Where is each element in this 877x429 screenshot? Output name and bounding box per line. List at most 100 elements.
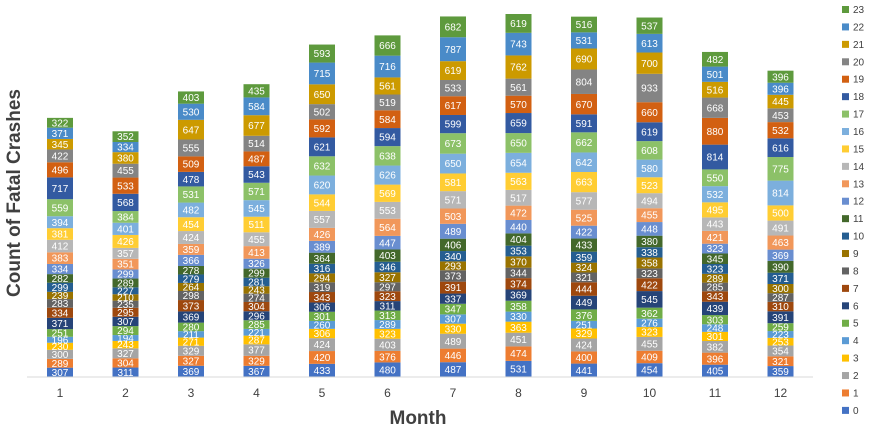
- bar-segment-month-12-hour-20: [767, 108, 794, 123]
- legend-item-17: 17: [842, 110, 865, 121]
- data-label-month-7-hour-2: 489: [445, 337, 462, 348]
- bar-segment-month-4-hour-7: [243, 301, 270, 312]
- bar-segment-month-10-hour-11: [636, 235, 663, 248]
- legend-label-0: 0: [853, 406, 859, 417]
- bar-segment-month-12-hour-15: [767, 205, 794, 221]
- data-label-month-10-hour-19: 660: [641, 108, 658, 119]
- data-label-month-12-hour-10: 371: [772, 274, 789, 285]
- data-label-month-6-hour-10: 346: [379, 263, 396, 274]
- bar-segment-month-10-hour-12: [636, 222, 663, 236]
- legend-item-19: 19: [842, 75, 865, 86]
- data-label-month-5-hour-6: 306: [314, 303, 331, 314]
- data-label-month-8-hour-23: 619: [510, 19, 527, 30]
- data-label-month-3-hour-16: 482: [183, 206, 200, 217]
- x-tick-label-7: 7: [450, 386, 457, 400]
- bar-segment-month-10-hour-4: [636, 318, 663, 328]
- data-label-month-4-hour-16: 545: [248, 204, 265, 215]
- bar-segment-month-11-hour-4: [702, 324, 728, 332]
- bar-segment-month-1-hour-5: [47, 329, 73, 337]
- data-label-month-9-hour-15: 663: [576, 178, 593, 189]
- data-label-month-9-hour-21: 690: [576, 55, 593, 66]
- data-label-month-7-hour-6: 337: [445, 294, 462, 305]
- bar-segment-month-7-hour-4: [440, 314, 466, 324]
- legend-swatch-0: [842, 406, 849, 414]
- data-label-month-11-hour-8: 285: [707, 283, 724, 294]
- bar-segment-month-4-hour-14: [243, 232, 270, 247]
- x-tick-label-5: 5: [319, 386, 326, 400]
- bar-stack-month-5: 4334204243062603013063433192943163643894…: [309, 44, 335, 377]
- data-label-month-4-hour-11: 299: [248, 269, 265, 280]
- data-label-month-4-hour-12: 326: [248, 259, 265, 270]
- data-label-month-10-hour-15: 523: [641, 181, 658, 192]
- bar-segment-month-5-hour-9: [309, 273, 335, 283]
- data-label-month-1-hour-8: 283: [52, 299, 69, 310]
- data-label-month-11-hour-22: 501: [707, 70, 724, 81]
- data-label-month-11-hour-13: 421: [707, 233, 724, 244]
- bar-segment-month-1-hour-19: [47, 162, 73, 178]
- bar-segment-month-10-hour-18: [636, 122, 663, 142]
- data-label-month-8-hour-12: 440: [510, 222, 527, 233]
- data-label-month-1-hour-3: 230: [52, 342, 69, 353]
- bar-stack-month-11: 4053963823012483034393432852893233453234…: [702, 51, 728, 377]
- x-axis-title: Month: [390, 408, 447, 429]
- bar-segment-month-11-hour-19: [702, 117, 728, 145]
- bar-stack-month-10: 4544094553232763625454223233583383804484…: [636, 17, 663, 377]
- data-label-month-3-hour-11: 278: [183, 266, 200, 277]
- bar-stack-month-3: 3693273292712112803693732982642792783663…: [178, 91, 204, 378]
- legend-item-23: 23: [842, 5, 865, 16]
- bar-segment-month-3-hour-9: [178, 282, 204, 291]
- data-label-month-10-hour-1: 409: [641, 353, 658, 364]
- legend-item-0: 0: [842, 406, 859, 417]
- bar-segment-month-3-hour-10: [178, 274, 204, 283]
- legend-label-23: 23: [853, 5, 865, 16]
- bar-segment-month-7-hour-12: [440, 223, 466, 239]
- bar-segment-month-2-hour-1: [112, 358, 139, 368]
- bar-segment-month-12-hour-7: [767, 301, 794, 312]
- legend-item-10: 10: [842, 232, 865, 243]
- data-label-month-10-hour-7: 422: [641, 280, 658, 291]
- data-label-month-5-hour-15: 544: [314, 198, 331, 209]
- bar-segment-month-1-hour-22: [47, 127, 73, 139]
- data-label-month-1-hour-23: 322: [52, 118, 69, 129]
- data-label-month-5-hour-12: 389: [314, 242, 331, 253]
- bar-segment-month-6-hour-5: [374, 310, 401, 321]
- legend-swatch-17: [842, 110, 849, 118]
- data-label-month-4-hour-13: 413: [248, 248, 265, 259]
- data-label-month-2-hour-6: 307: [117, 317, 134, 328]
- data-label-month-4-hour-21: 677: [248, 121, 265, 132]
- bar-segment-month-6-hour-18: [374, 128, 401, 147]
- bar-segment-month-11-hour-1: [702, 352, 728, 365]
- bar-segment-month-5-hour-18: [309, 137, 335, 157]
- data-label-month-3-hour-2: 329: [183, 346, 200, 357]
- data-label-month-8-hour-15: 563: [510, 177, 527, 188]
- legend-label-2: 2: [853, 371, 859, 382]
- bar-segment-month-2-hour-5: [112, 326, 139, 336]
- bar-segment-month-9-hour-17: [571, 132, 597, 153]
- bar-segment-month-8-hour-21: [505, 55, 532, 79]
- legend-item-12: 12: [842, 197, 865, 208]
- data-label-month-10-hour-22: 613: [641, 39, 658, 50]
- data-label-month-2-hour-2: 327: [117, 349, 134, 360]
- data-label-month-12-hour-3: 253: [772, 337, 789, 348]
- data-label-month-12-hour-22: 396: [772, 84, 789, 95]
- data-label-month-1-hour-22: 371: [52, 129, 69, 140]
- data-label-month-3-hour-9: 264: [183, 283, 200, 294]
- bar-segment-month-10-hour-17: [636, 141, 663, 160]
- bar-segment-month-4-hour-13: [243, 246, 270, 259]
- bar-segment-month-4-hour-22: [243, 97, 270, 116]
- data-label-month-3-hour-3: 271: [183, 337, 200, 348]
- x-tick-label-2: 2: [122, 386, 129, 400]
- data-label-month-12-hour-0: 359: [772, 367, 789, 378]
- data-label-month-7-hour-4: 307: [445, 315, 462, 326]
- bar-segment-month-3-hour-8: [178, 290, 204, 301]
- bar-segment-month-6-hour-2: [374, 338, 401, 351]
- bar-segment-month-9-hour-19: [571, 93, 597, 115]
- data-label-month-4-hour-0: 367: [248, 367, 265, 378]
- bar-segment-month-7-hour-21: [440, 61, 466, 80]
- bar-segment-month-3-hour-20: [178, 139, 204, 157]
- data-label-month-9-hour-22: 531: [576, 36, 593, 47]
- bar-segment-month-10-hour-14: [636, 193, 663, 209]
- data-label-month-6-hour-4: 289: [379, 320, 396, 331]
